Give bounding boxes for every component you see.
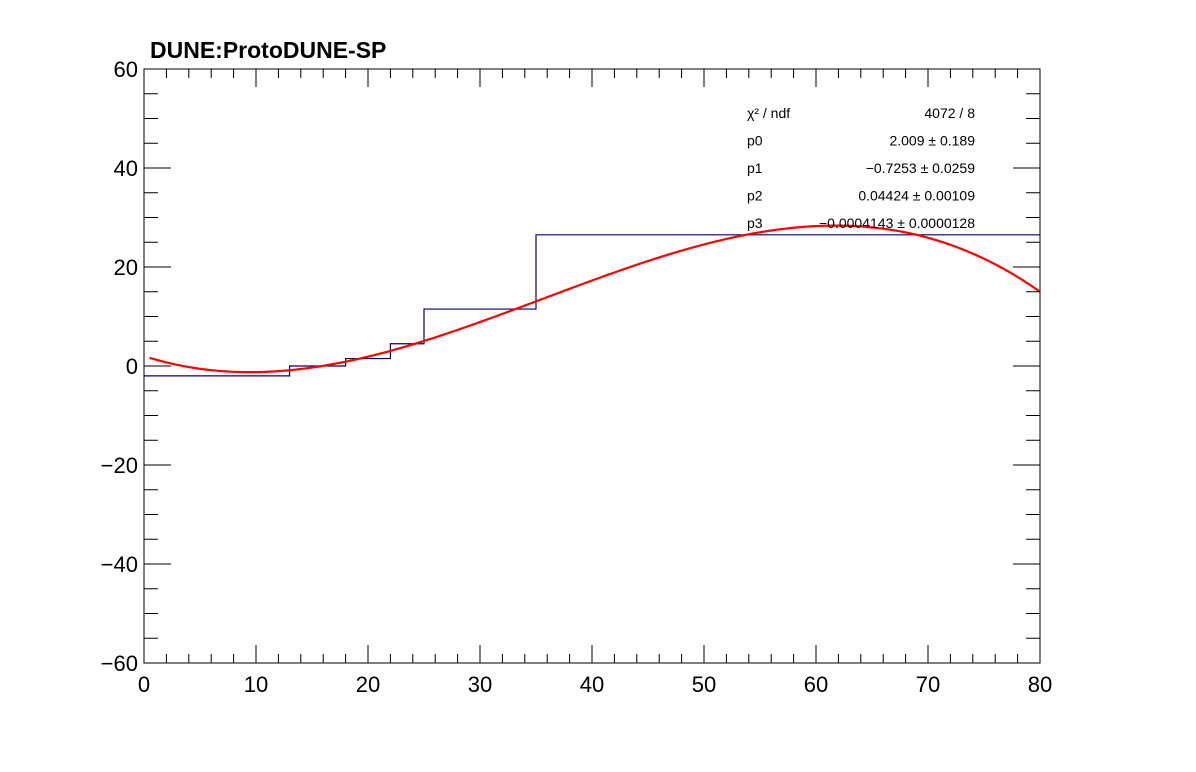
stats-label: p1 (747, 160, 763, 176)
x-tick-label: 80 (1028, 672, 1052, 697)
histogram-line (144, 234, 1040, 377)
y-tick-label: 40 (114, 156, 138, 181)
stats-value: 0.04424 ± 0.00109 (858, 188, 975, 204)
stats-value: −0.7253 ± 0.0259 (866, 160, 975, 176)
x-tick-label: 60 (804, 672, 828, 697)
y-tick-label: −20 (101, 453, 138, 478)
stats-value: 2.009 ± 0.189 (889, 133, 975, 149)
y-tick-label: 20 (114, 255, 138, 280)
plot-frame (143, 68, 1041, 664)
x-tick-label: 10 (244, 672, 268, 697)
stats-value: 4072 / 8 (924, 105, 975, 121)
y-tick-label: −60 (101, 651, 138, 676)
x-tick-label: 50 (692, 672, 716, 697)
stats-value: −0.0004143 ± 0.0000128 (819, 215, 975, 231)
plot-area: 0 10 20 30 40 50 60 70 80 −60 −40 −20 0 20 40 60 (101, 57, 1053, 697)
stats-box: χ² / ndf 4072 / 8 p0 2.009 ± 0.189 p1 −0.7253… (747, 105, 975, 231)
y-tick-label: −40 (101, 552, 138, 577)
stats-label: p2 (747, 188, 763, 204)
stats-label: p0 (747, 133, 763, 149)
x-tick-label: 40 (580, 672, 604, 697)
stats-label: χ² / ndf (747, 105, 790, 121)
stats-label: p3 (747, 215, 763, 231)
chart-title: DUNE:ProtoDUNE-SP (150, 37, 386, 63)
fit-curve (149, 224, 1041, 374)
y-tick-label: 60 (114, 57, 138, 82)
x-tick-label: 70 (916, 672, 940, 697)
x-tick-label: 20 (356, 672, 380, 697)
x-tick-label: 30 (468, 672, 492, 697)
y-tick-label: 0 (126, 354, 138, 379)
x-tick-label: 0 (138, 672, 150, 697)
